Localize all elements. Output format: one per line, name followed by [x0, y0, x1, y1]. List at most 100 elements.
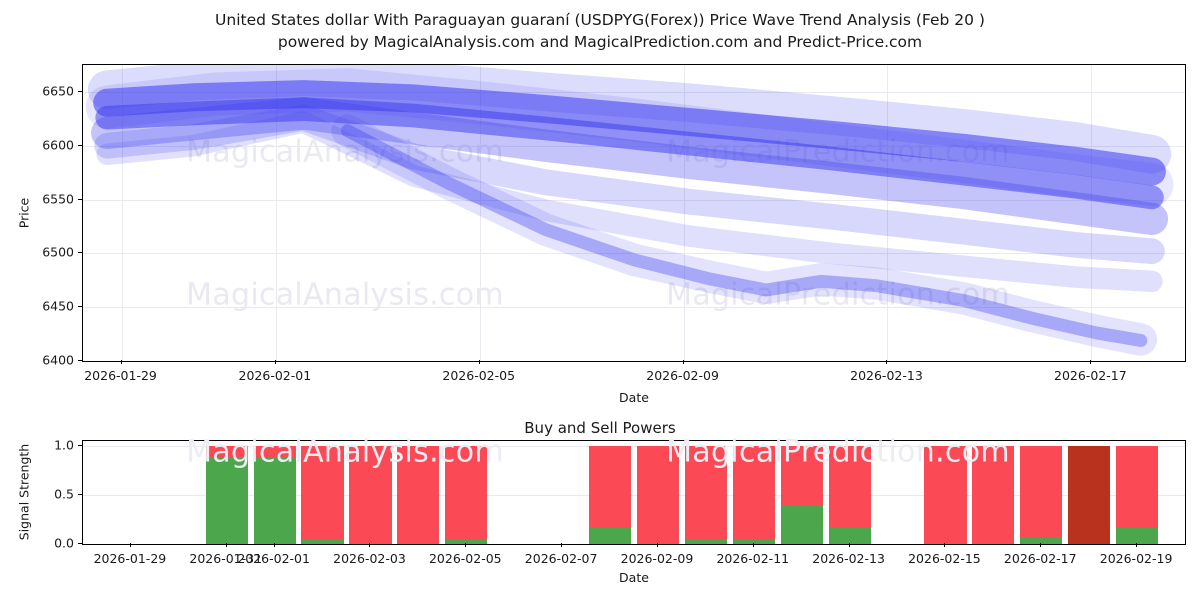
- price-xtick: [886, 360, 888, 364]
- price-xtick: [274, 360, 276, 364]
- price-xtick: [478, 360, 480, 364]
- bars-xtick-label: 2026-02-07: [524, 551, 598, 566]
- bars-ytick-label: 0.0: [54, 535, 74, 551]
- bars-xtick: [369, 543, 371, 547]
- bars-ytick-label: 0.5: [54, 486, 74, 502]
- bars-xtick-label: 2026-02-15: [908, 551, 981, 566]
- bars-xtick-label: 2026-02-19: [1099, 551, 1173, 566]
- bars-xtick: [1040, 543, 1042, 547]
- bars-xtick: [944, 543, 946, 547]
- price-axis-x-label: Date: [619, 390, 649, 405]
- bars-xtick-label: 2026-01-31: [189, 551, 263, 566]
- price-gridline-v: [275, 65, 277, 361]
- buy-power-segment: [205, 457, 248, 544]
- price-ytick: [78, 90, 82, 92]
- figure-title-line2: powered by MagicalAnalysis.com and Magic…: [277, 33, 923, 51]
- sell-power-segment: [1020, 445, 1063, 539]
- sell-power-segment: [588, 445, 632, 528]
- buy-sell-bar: [253, 441, 296, 544]
- wave-band: [341, 124, 1148, 347]
- price-gridline-v: [1091, 65, 1093, 361]
- wave-band: [94, 104, 1165, 265]
- sell-power-segment: [828, 445, 871, 528]
- bars-ytick: [78, 444, 82, 446]
- bars-ytick-label: 1.0: [54, 437, 74, 453]
- buy-power-segment: [732, 540, 775, 544]
- buysell-plot-area: [83, 441, 1185, 544]
- buy-power-segment: [1116, 527, 1159, 544]
- bars-xtick: [273, 543, 275, 547]
- wave-band: [331, 114, 1158, 356]
- buy-power-segment: [253, 457, 296, 544]
- buy-sell-bar: [301, 441, 344, 544]
- price-ytick-label: 6400: [42, 352, 74, 368]
- sell-power-segment: [1068, 445, 1111, 544]
- wave-band: [85, 68, 1174, 207]
- sell-power-segment: [780, 445, 823, 506]
- price-wave-bands: [85, 65, 1174, 356]
- wave-band: [95, 97, 1164, 210]
- buy-sell-bar: [684, 441, 727, 544]
- price-xtick: [682, 360, 684, 364]
- bars-xtick: [752, 543, 754, 547]
- price-ytick-label: 6600: [42, 137, 74, 153]
- bars-xtick: [225, 543, 227, 547]
- price-xtick-label: 2026-02-09: [646, 368, 719, 383]
- wave-band: [87, 65, 1172, 174]
- price-ytick-label: 6450: [42, 298, 74, 314]
- sell-power-segment: [924, 445, 967, 544]
- wave-band: [91, 97, 1169, 236]
- price-ytick: [78, 252, 82, 254]
- buy-power-segment: [1020, 538, 1063, 544]
- buy-sell-bar: [588, 441, 632, 544]
- bars-xtick: [561, 543, 563, 547]
- buy-sell-powers-chart: [82, 440, 1186, 545]
- bars-xtick-label: 2026-02-01: [237, 551, 310, 566]
- price-xtick-label: 2026-02-01: [238, 368, 312, 383]
- bars-xtick-label: 2026-02-05: [428, 551, 502, 566]
- bars-gridline-h: [83, 494, 1185, 496]
- buy-sell-bar: [924, 441, 967, 544]
- price-ytick-label: 6550: [42, 191, 74, 207]
- buy-sell-bar: [445, 441, 488, 544]
- buy-sell-bar: [349, 441, 392, 544]
- sell-power-segment: [684, 445, 727, 541]
- price-xtick-label: 2026-01-29: [84, 368, 157, 383]
- buysell-axis-y-label: Signal Strength: [16, 443, 32, 541]
- sell-power-segment: [253, 445, 296, 458]
- price-gridline-v: [683, 65, 685, 361]
- buysell-axis-x-label: Date: [619, 570, 649, 585]
- sell-power-segment: [636, 445, 680, 544]
- price-gridline-v: [479, 65, 481, 361]
- price-xtick-label: 2026-02-13: [850, 368, 923, 383]
- price-plot-area: [83, 65, 1185, 361]
- bars-xtick: [465, 543, 467, 547]
- bars-xtick-label: 2026-01-29: [93, 551, 167, 566]
- sell-power-segment: [972, 445, 1015, 544]
- buy-sell-bar: [1116, 441, 1159, 544]
- bars-xtick: [129, 543, 131, 547]
- buy-sell-bar: [780, 441, 823, 544]
- price-xtick-label: 2026-02-17: [1054, 368, 1127, 383]
- bars-gridline-h: [83, 445, 1185, 447]
- bars-ytick: [78, 493, 82, 495]
- buy-sell-bar: [1020, 441, 1063, 544]
- buysell-chart-title: Buy and Sell Powers: [524, 419, 676, 437]
- bars-xtick-label: 2026-02-11: [716, 551, 790, 566]
- buy-sell-bar: [636, 441, 680, 544]
- buy-power-segment: [684, 540, 727, 544]
- price-ytick: [78, 306, 82, 308]
- price-ytick: [78, 360, 82, 361]
- price-xtick-label: 2026-02-05: [442, 368, 516, 383]
- price-gridline-v: [887, 65, 889, 361]
- bars-xtick: [848, 543, 850, 547]
- price-ytick: [78, 198, 82, 200]
- price-xtick: [120, 360, 122, 364]
- bars-xtick-label: 2026-02-13: [812, 551, 885, 566]
- price-gridline-v: [121, 65, 123, 361]
- price-ytick-label: 6650: [42, 83, 74, 99]
- buy-power-segment: [780, 505, 823, 544]
- buy-sell-bar: [732, 441, 775, 544]
- sell-power-segment: [205, 445, 248, 458]
- bars-xtick: [1136, 543, 1138, 547]
